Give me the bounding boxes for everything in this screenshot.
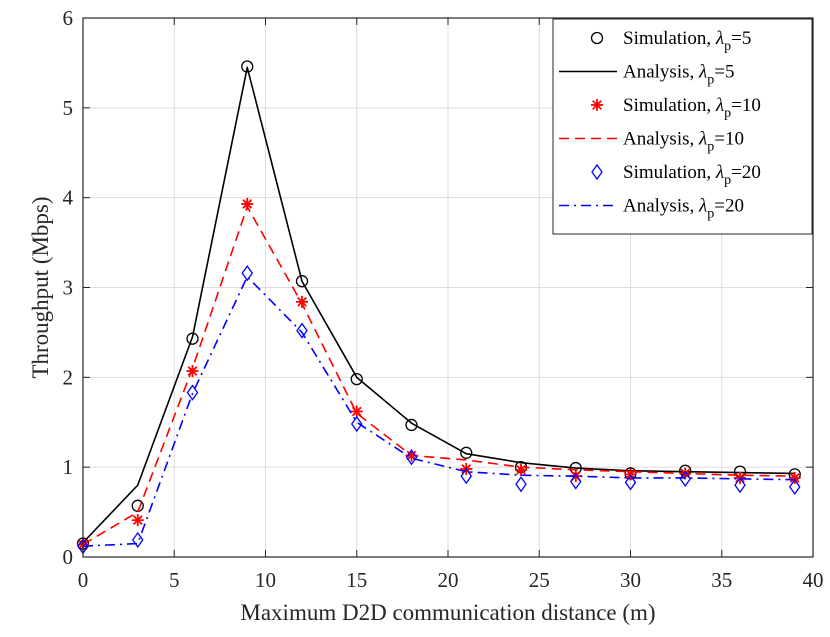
series-layer <box>76 60 801 555</box>
data-point <box>460 446 473 459</box>
legend-marker <box>590 31 604 45</box>
y-tick-label: 3 <box>63 276 74 300</box>
legend: Simulation, λp=5 Analysis, λp=5 Simulation… <box>552 18 813 235</box>
x-tick-label: 40 <box>803 568 824 592</box>
data-point <box>241 265 254 282</box>
legend-entry: Analysis, λp=5 <box>559 62 734 88</box>
legend-label: Simulation, λp=5 <box>623 28 751 54</box>
data-point <box>405 418 418 432</box>
data-point <box>679 470 692 487</box>
data-point <box>241 60 254 73</box>
data-point <box>131 514 144 527</box>
legend-label: Analysis, λp=10 <box>623 129 744 155</box>
axis-ticks: 0 5 10 15 20 25 30 35 40 0 1 2 3 4 5 6 <box>63 6 824 592</box>
x-axis-label: Maximum D2D communication distance (m) <box>240 600 655 625</box>
data-point <box>186 384 199 401</box>
data-point <box>131 531 144 549</box>
data-point <box>460 468 473 485</box>
data-point <box>350 415 363 433</box>
legend-entry: Analysis, λp=20 <box>559 196 744 222</box>
legend-marker <box>591 163 603 181</box>
series-line <box>82 205 795 546</box>
data-point <box>515 463 527 476</box>
x-tick-label: 30 <box>620 568 641 592</box>
y-tick-label: 0 <box>63 545 74 569</box>
series-2 <box>82 66 795 544</box>
legend-label: Simulation, λp=20 <box>623 162 761 188</box>
x-tick-label: 20 <box>438 568 459 592</box>
y-tick-label: 6 <box>63 6 74 30</box>
series-line <box>82 66 795 544</box>
series-line <box>82 275 795 548</box>
x-tick-label: 15 <box>346 568 367 592</box>
legend-entry: Simulation, λp=5 <box>590 28 751 54</box>
y-tick-label: 1 <box>63 455 74 479</box>
x-tick-label: 25 <box>529 568 550 592</box>
legend-entry: Simulation, λp=20 <box>591 162 761 188</box>
y-tick-label: 5 <box>63 96 74 120</box>
legend-box <box>552 18 813 235</box>
x-tick-label: 35 <box>711 568 732 592</box>
legend-label: Simulation, λp=10 <box>623 95 761 121</box>
data-point <box>405 449 418 466</box>
data-point <box>788 478 801 496</box>
x-tick-label: 10 <box>255 568 276 592</box>
legend-entry: Simulation, λp=10 <box>591 95 761 121</box>
series-6 <box>82 275 795 548</box>
data-point <box>515 476 527 493</box>
data-point <box>296 322 308 339</box>
y-axis-label: Throughput (Mbps) <box>28 196 53 378</box>
data-point <box>569 473 582 490</box>
series-4 <box>82 205 795 546</box>
legend-entry: Analysis, λp=10 <box>559 129 744 155</box>
y-tick-label: 2 <box>63 365 74 389</box>
data-point <box>296 295 308 308</box>
data-point <box>624 474 637 491</box>
data-point <box>788 471 801 484</box>
data-point <box>350 372 363 386</box>
data-point <box>295 275 309 288</box>
legend-label: Analysis, λp=20 <box>623 196 744 222</box>
legend-marker <box>591 99 603 111</box>
data-point <box>734 477 746 494</box>
data-point <box>186 365 199 378</box>
y-tick-label: 4 <box>63 186 74 210</box>
legend-label: Analysis, λp=5 <box>623 62 734 88</box>
x-tick-label: 5 <box>169 568 180 592</box>
x-tick-label: 0 <box>78 568 89 592</box>
